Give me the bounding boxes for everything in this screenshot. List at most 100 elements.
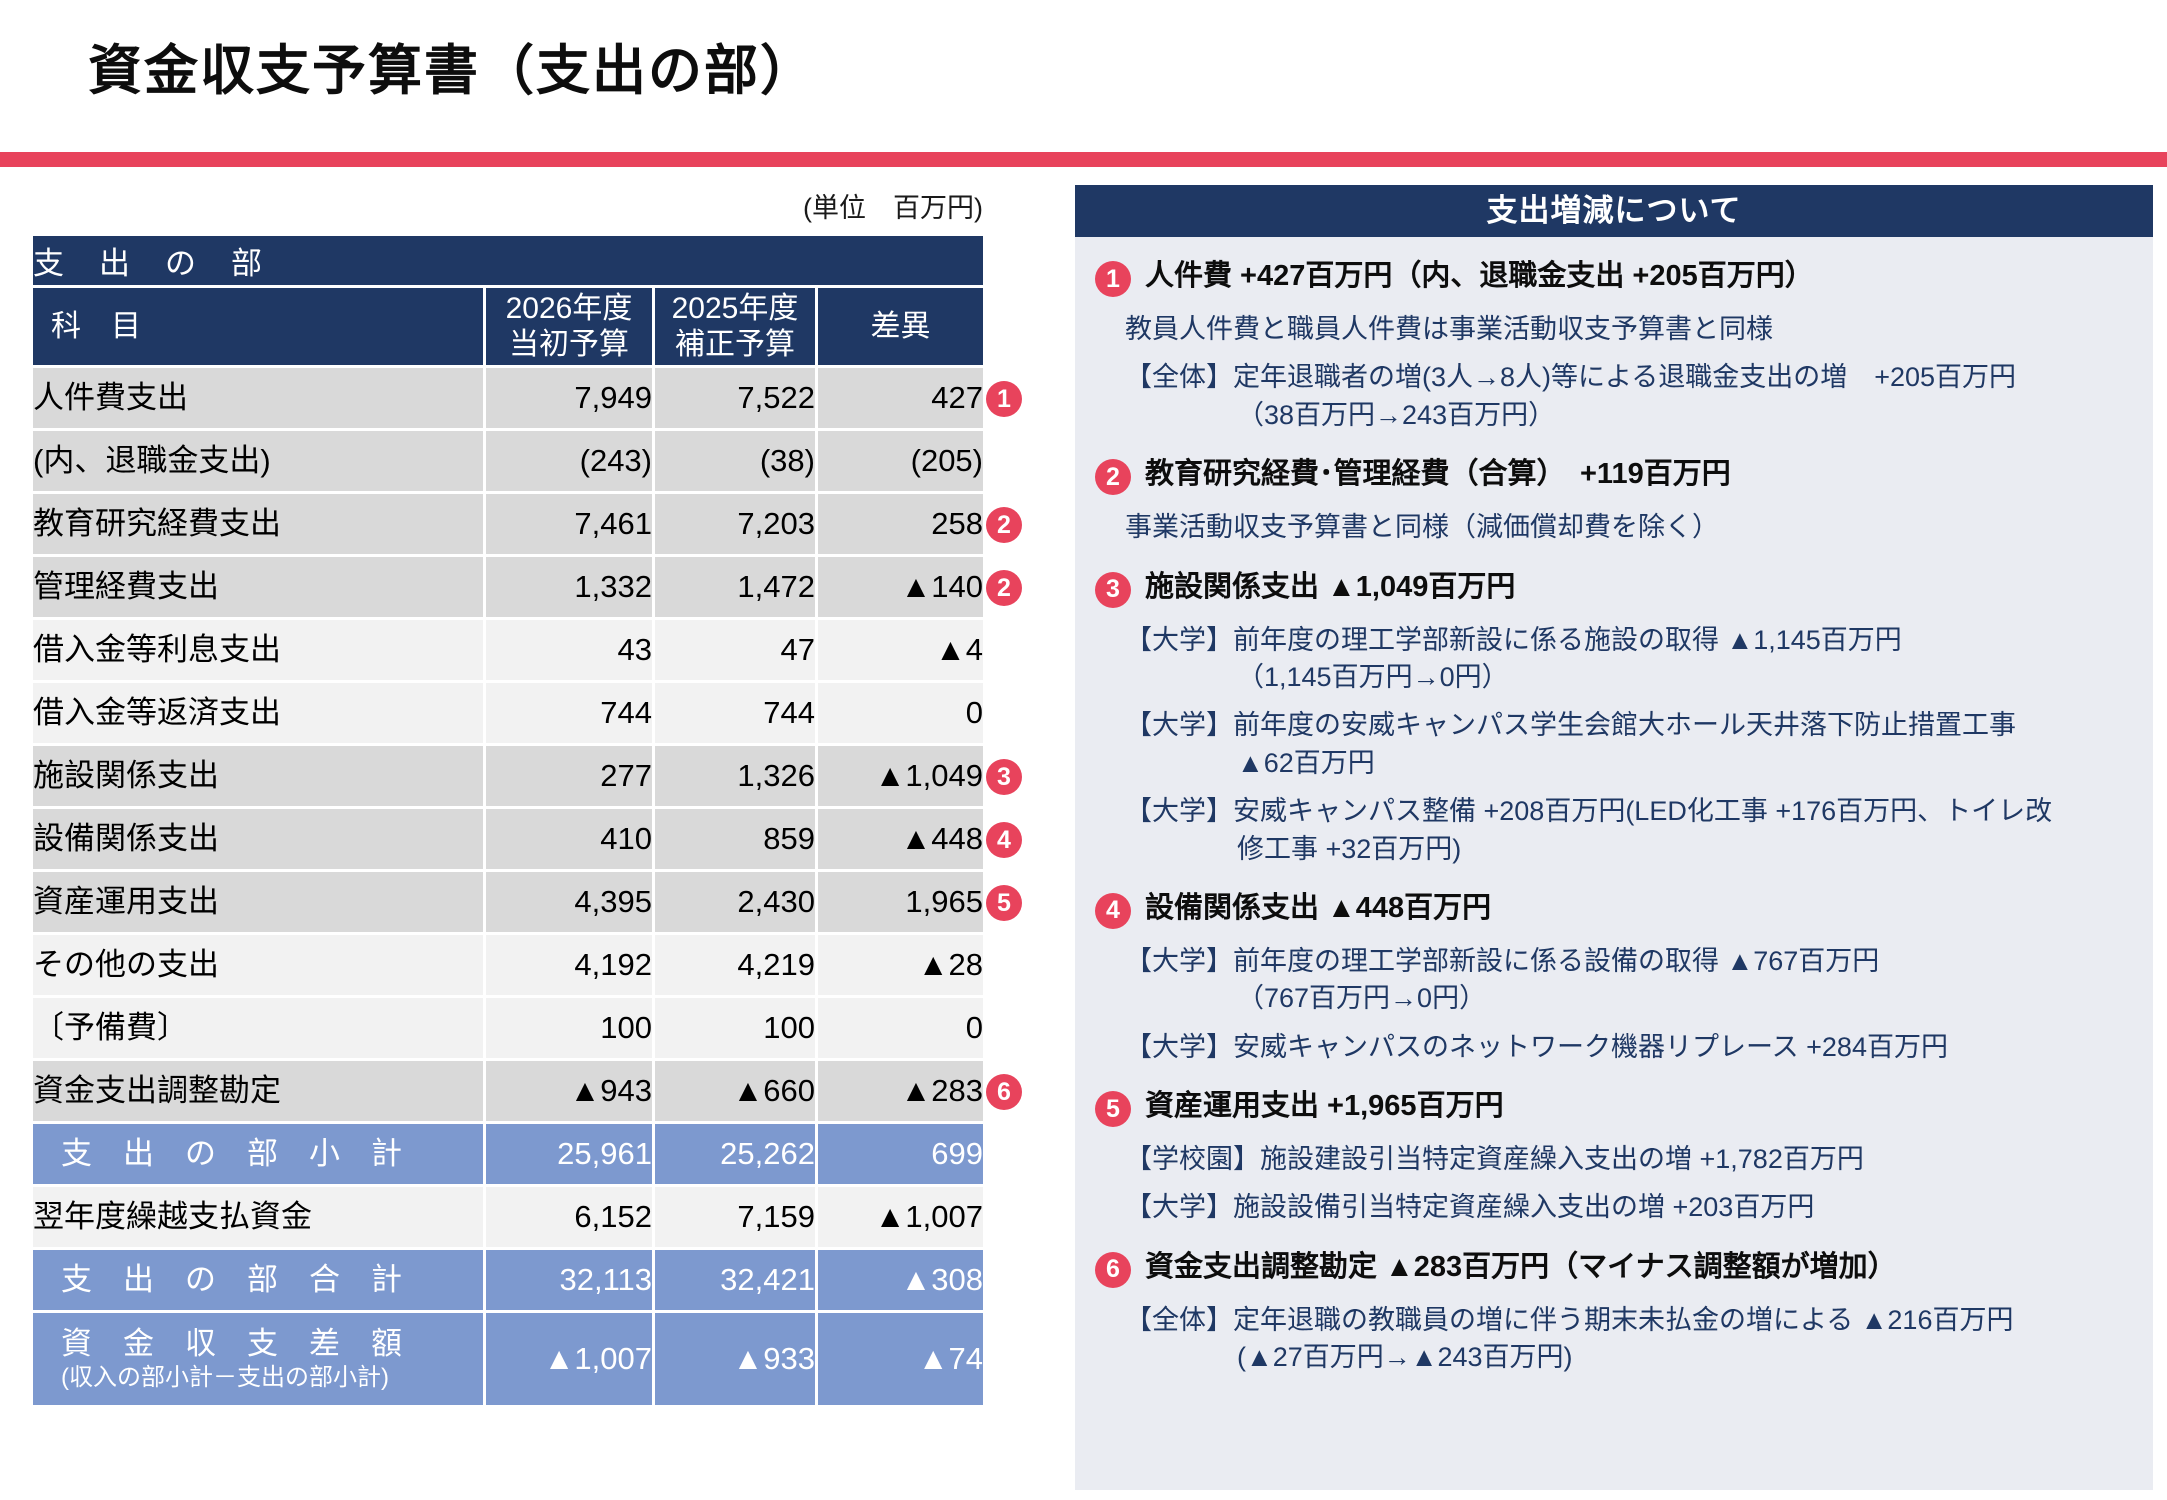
- table-row-balance: 資 金 収 支 差 額 (収入の部小計－支出の部小計) ▲1,007 ▲933 …: [30, 1310, 1044, 1408]
- col-header-difference: 差異: [815, 285, 986, 368]
- badge-cell: [985, 430, 1044, 493]
- badge-cell: 5: [985, 871, 1044, 934]
- value-2026: (243): [483, 428, 655, 494]
- value-2025: 1,472: [652, 554, 818, 620]
- value-2025: ▲660: [652, 1058, 818, 1124]
- value-diff: ▲1,049: [815, 743, 986, 809]
- note-detail: 【大学】施設設備引当特定資産繰入支出の増 +203百万円: [1095, 1191, 2135, 1223]
- value-diff: (205): [815, 428, 986, 494]
- note-heading-text: 教育研究経費･管理経費（合算） +119百万円: [1145, 458, 1731, 491]
- note-detail-line2: 修工事 +32百万円): [1237, 833, 1462, 864]
- badge-spacer: [985, 235, 1044, 287]
- note-badge-6: 6: [986, 1074, 1022, 1111]
- value-2026: 7,949: [483, 365, 655, 431]
- note-heading-1: 1 人件費 +427百万円（内、退職金支出 +205百万円）: [1095, 259, 2135, 297]
- panel-body: 1 人件費 +427百万円（内、退職金支出 +205百万円） 教員人件費と職員人…: [1075, 237, 2153, 1490]
- note-detail-line: 教員人件費と職員人件費は事業活動収支予算書と同様: [1125, 314, 1773, 344]
- note-detail: 【全体】定年退職者の増(3人→8人)等による退職金支出の増 +205百万円 （3…: [1095, 361, 2135, 431]
- note-heading-text: 設備関係支出 ▲448百万円: [1145, 891, 1492, 924]
- note-detail-line: 【大学】前年度の理工学部新設に係る施設の取得 ▲1,145百万円: [1125, 624, 1902, 655]
- value-diff: ▲448: [815, 806, 986, 872]
- value-2026: 6,152: [483, 1184, 655, 1250]
- note-heading-text: 人件費 +427百万円（内、退職金支出 +205百万円）: [1145, 260, 1814, 292]
- value-diff: 0: [815, 995, 986, 1061]
- badge-cell: 3: [985, 745, 1044, 808]
- value-2025: 7,203: [652, 491, 818, 557]
- note-detail-line2: （1,145百万円→0円）: [1237, 661, 1509, 692]
- value-2026: 7,461: [483, 491, 655, 557]
- note-detail-line2: ▲62百万円: [1237, 747, 1375, 778]
- table-row-education-research: 教育研究経費支出 7,461 7,203 258 2: [30, 491, 1044, 557]
- value-2026: 43: [483, 617, 655, 683]
- value-diff: 0: [815, 680, 986, 746]
- table-row-other: その他の支出 4,192 4,219 ▲28: [30, 932, 1044, 998]
- row-label: その他の支出: [30, 932, 486, 998]
- col-header-item: 科 目: [30, 285, 486, 368]
- note-detail-line: 【大学】安威キャンパス整備 +208百万円(LED化工事 +176百万円、トイレ…: [1125, 796, 2053, 827]
- row-label: 翌年度繰越支払資金: [30, 1184, 486, 1250]
- note-heading-text: 資金支出調整勘定 ▲283百万円（マイナス調整額が増加）: [1145, 1250, 1897, 1283]
- table-row-retirement: (内、退職金支出) (243) (38) (205): [30, 428, 1044, 494]
- value-diff: ▲140: [815, 554, 986, 620]
- note-detail-line: 【大学】施設設備引当特定資産繰入支出の増 +203百万円: [1125, 1192, 1815, 1223]
- note-detail: 【大学】前年度の理工学部新設に係る施設の取得 ▲1,145百万円 （1,145百…: [1095, 624, 2135, 694]
- badge-spacer: [985, 287, 1044, 367]
- value-diff: ▲28: [815, 932, 986, 998]
- table-row-personnel: 人件費支出 7,949 7,522 427 1: [30, 365, 1044, 431]
- table-row-reserve: 〔予備費〕 100 100 0: [30, 995, 1044, 1061]
- note-detail: 事業活動収支予算書と同様（減価償却費を除く）: [1095, 511, 2135, 543]
- note-detail: 教員人件費と職員人件費は事業活動収支予算書と同様: [1095, 313, 2135, 345]
- note-badge-2: 2: [986, 507, 1022, 544]
- row-label: 管理経費支出: [30, 554, 486, 620]
- table-column-header-row: 科 目 2026年度 当初予算 2025年度 補正予算 差異: [30, 285, 1044, 368]
- note-detail-line: 【大学】安威キャンパスのネットワーク機器リプレース +284百万円: [1125, 1031, 1948, 1062]
- badge-cell: [985, 1123, 1044, 1186]
- row-label: 支 出 の 部 合 計: [30, 1247, 486, 1313]
- note-detail-line: 事業活動収支予算書と同様（減価償却費を除く）: [1125, 512, 1719, 543]
- value-2026: 4,395: [483, 869, 655, 935]
- table-row-carryover: 翌年度繰越支払資金 6,152 7,159 ▲1,007: [30, 1184, 1044, 1250]
- row-label: 資金支出調整勘定: [30, 1058, 486, 1124]
- note-badge-2: 2: [1095, 459, 1131, 496]
- value-2025: 859: [652, 806, 818, 872]
- badge-cell: 2: [985, 556, 1044, 619]
- table-row-asset-management: 資産運用支出 4,395 2,430 1,965 5: [30, 869, 1044, 935]
- badge-cell: [985, 1249, 1044, 1312]
- value-diff: 258: [815, 491, 986, 557]
- value-2026: 744: [483, 680, 655, 746]
- value-diff: ▲283: [815, 1058, 986, 1124]
- value-2025: 2,430: [652, 869, 818, 935]
- value-diff: ▲4: [815, 617, 986, 683]
- value-2026: ▲943: [483, 1058, 655, 1124]
- row-label: 借入金等利息支出: [30, 617, 486, 683]
- table-section-row: 支 出 の 部: [30, 233, 1044, 288]
- note-badge-3: 3: [1095, 571, 1131, 608]
- table-row-adjustment: 資金支出調整勘定 ▲943 ▲660 ▲283 6: [30, 1058, 1044, 1124]
- panel-title: 支出増減について: [1075, 185, 2153, 237]
- value-2025: 1,326: [652, 743, 818, 809]
- note-badge-5: 5: [986, 885, 1022, 922]
- note-detail-line2: （38百万円→243百万円）: [1237, 399, 1556, 430]
- badge-cell: 2: [985, 493, 1044, 556]
- note-badge-4: 4: [986, 822, 1022, 859]
- note-badge-5: 5: [1095, 1091, 1131, 1128]
- note-badge-1: 1: [986, 381, 1022, 418]
- value-2025: ▲933: [652, 1310, 818, 1408]
- note-heading-text: 施設関係支出 ▲1,049百万円: [1145, 570, 1516, 603]
- note-badge-2: 2: [986, 570, 1022, 607]
- row-label: 教育研究経費支出: [30, 491, 486, 557]
- table-row-facilities: 施設関係支出 277 1,326 ▲1,049 3: [30, 743, 1044, 809]
- note-detail-line: 【学校園】施設建設引当特定資産繰入支出の増 +1,782百万円: [1125, 1144, 1864, 1175]
- badge-cell: [985, 682, 1044, 745]
- row-label: 施設関係支出: [30, 743, 486, 809]
- badge-cell: [985, 1312, 1044, 1407]
- table-row-total: 支 出 の 部 合 計 32,113 32,421 ▲308: [30, 1247, 1044, 1313]
- title-underline-bar: [0, 152, 2167, 167]
- note-detail-line: 【大学】前年度の安威キャンパス学生会館大ホール天井落下防止措置工事: [1125, 710, 2016, 741]
- note-heading-4: 4 設備関係支出 ▲448百万円: [1095, 891, 2135, 929]
- row-label: 借入金等返済支出: [30, 680, 486, 746]
- row-label: 人件費支出: [30, 365, 486, 431]
- value-2025: 100: [652, 995, 818, 1061]
- badge-cell: [985, 619, 1044, 682]
